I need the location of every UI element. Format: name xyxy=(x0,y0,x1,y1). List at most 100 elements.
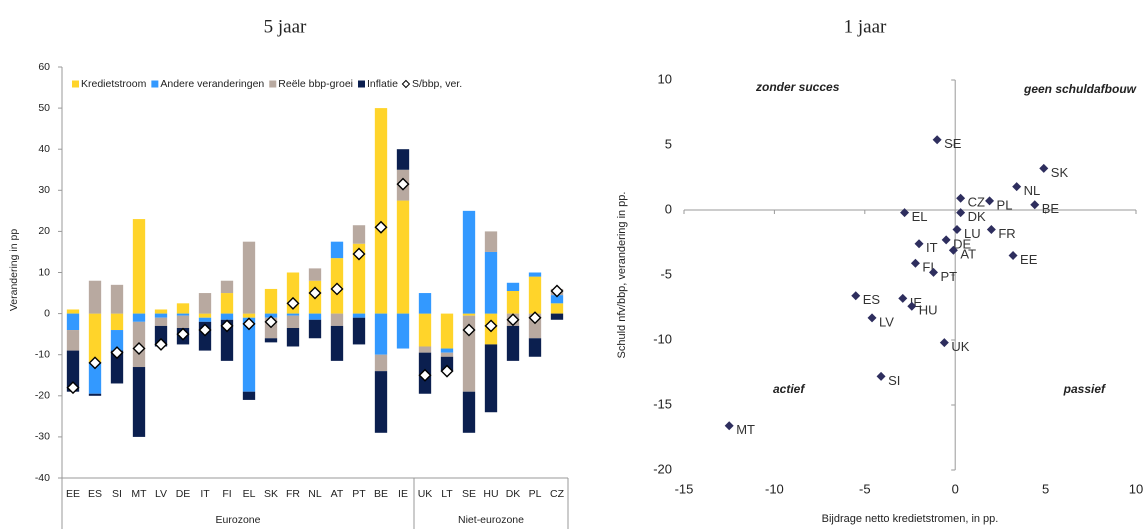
point-label: PL xyxy=(997,197,1013,212)
bar-segment xyxy=(484,231,498,252)
x-tick-label: PL xyxy=(529,488,542,500)
point-label: FR xyxy=(998,226,1015,241)
marker xyxy=(484,319,498,333)
point-label: ES xyxy=(863,292,881,307)
x-tick-label: FR xyxy=(286,488,300,500)
point xyxy=(939,338,949,348)
marker xyxy=(220,319,234,333)
marker xyxy=(550,284,564,298)
bar-segment xyxy=(242,317,256,392)
x-tick-label: EL xyxy=(243,488,256,500)
bar-segment xyxy=(462,315,476,392)
bar-segment xyxy=(242,241,256,314)
bar-segment xyxy=(66,330,80,351)
point xyxy=(876,371,886,381)
x-tick-label: PT xyxy=(352,488,366,500)
point xyxy=(867,313,877,323)
marker xyxy=(330,282,344,296)
x-tick-label: UK xyxy=(418,488,433,500)
point xyxy=(941,235,951,245)
annotation: passief xyxy=(1063,382,1106,396)
legend-swatch xyxy=(151,80,159,88)
bar-segment xyxy=(286,313,300,316)
bar-segment xyxy=(88,393,102,396)
bar-segment xyxy=(484,251,498,314)
point xyxy=(956,208,966,218)
bar-segment xyxy=(154,309,168,314)
point-label: PT xyxy=(941,269,958,284)
bar-segment xyxy=(220,280,234,294)
point-label: SK xyxy=(1051,165,1069,180)
bar-segment xyxy=(550,303,564,314)
x-tick-label: LT xyxy=(441,488,453,500)
bar-segment xyxy=(198,317,212,322)
bar-segment xyxy=(374,354,388,372)
bar-segment xyxy=(396,149,410,170)
x-tick-label: NL xyxy=(308,488,322,500)
y-tick-label: -40 xyxy=(35,472,50,484)
point xyxy=(724,421,734,431)
bar-segment xyxy=(88,362,102,394)
x-tick-label: IE xyxy=(398,488,408,500)
y-tick-label: -10 xyxy=(35,348,50,360)
marker xyxy=(264,315,278,329)
x-tick-label: BE xyxy=(374,488,388,500)
bar-segment xyxy=(506,290,520,314)
point xyxy=(1012,182,1022,192)
bar-segment xyxy=(242,313,256,318)
x-tick-label: SE xyxy=(462,488,476,500)
bar-segment xyxy=(528,272,542,277)
bar-segment xyxy=(154,313,168,318)
y-tick-label: 5 xyxy=(665,136,672,151)
legend-label: Kredietstroom xyxy=(81,78,147,90)
x-tick-label: 10 xyxy=(1129,481,1143,496)
bar-segment xyxy=(308,268,322,281)
point-label: BE xyxy=(1042,201,1060,216)
bar-segment xyxy=(330,241,344,259)
bar-segment xyxy=(264,338,278,343)
bar-segment xyxy=(198,293,212,314)
legend-label: Andere veranderingen xyxy=(160,78,264,90)
bar-segment xyxy=(550,295,564,304)
point xyxy=(948,245,958,255)
legend-swatch xyxy=(401,79,411,89)
group-label: Niet-eurozone xyxy=(458,514,524,526)
y-tick-label: -20 xyxy=(653,461,672,476)
point xyxy=(985,196,995,206)
marker xyxy=(462,323,476,337)
annotation: zonder succes xyxy=(755,80,840,94)
marker xyxy=(506,313,520,327)
bar-segment xyxy=(550,313,564,320)
group-label: Eurozone xyxy=(216,514,261,526)
marker xyxy=(132,342,146,356)
bar-segment xyxy=(506,325,520,361)
point xyxy=(910,258,920,268)
bar-segment xyxy=(374,108,388,314)
bar-segment xyxy=(462,391,476,433)
bar-segment xyxy=(462,313,476,316)
bar-segment xyxy=(418,313,432,347)
x-tick-label: -10 xyxy=(765,481,784,496)
bar-segment xyxy=(286,315,300,328)
y-tick-label: 10 xyxy=(38,266,50,278)
bar-segment xyxy=(176,315,190,328)
point-label: HU xyxy=(919,303,938,318)
marker xyxy=(352,247,366,261)
y-tick-label: 0 xyxy=(44,307,50,319)
bar-segment xyxy=(88,313,102,363)
bar-segment xyxy=(242,391,256,400)
y-tick-label: -5 xyxy=(660,266,672,281)
x-tick-label: 0 xyxy=(952,481,959,496)
y-tick-label: 30 xyxy=(38,184,50,196)
bar-segment xyxy=(176,313,190,316)
y-axis-label: Verandering in pp xyxy=(8,229,20,311)
bar-segment xyxy=(110,313,124,331)
bar-segment xyxy=(396,200,410,314)
y-tick-label: 0 xyxy=(665,201,672,216)
bar-segment xyxy=(66,309,80,314)
bar-segment xyxy=(110,330,124,351)
bar-segment xyxy=(352,243,366,314)
marker xyxy=(110,346,124,360)
marker xyxy=(154,337,168,351)
